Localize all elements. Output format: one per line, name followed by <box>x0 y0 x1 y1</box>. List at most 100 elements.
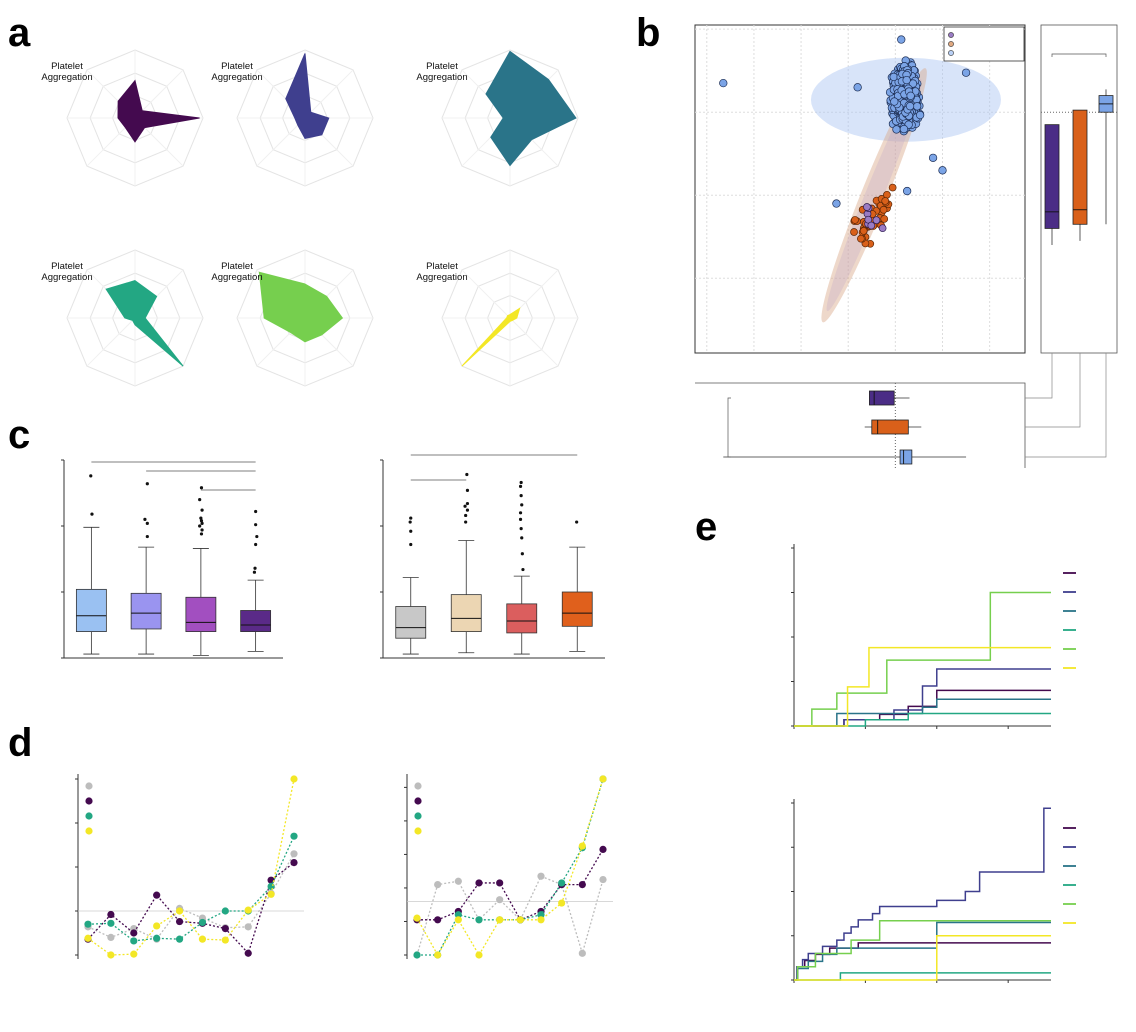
box-outlier <box>253 566 257 570</box>
box-outlier <box>90 512 94 516</box>
no-endpoint-outlier-point <box>938 166 947 175</box>
radar-1: Platelet Aggregation <box>41 49 204 187</box>
radar-spoke-5 <box>86 317 136 367</box>
ischemic-point <box>851 216 859 224</box>
box-outlier <box>408 520 412 524</box>
box-outlier <box>198 524 202 528</box>
risk-series-point <box>537 872 545 880</box>
radar-shape-cluster-5 <box>258 271 344 343</box>
box-outlier <box>255 534 259 539</box>
radar-3: Platelet Aggregation <box>416 49 579 187</box>
risk-series-point <box>413 951 421 959</box>
no-endpoint-point <box>890 97 899 106</box>
box-outlier <box>520 503 524 507</box>
pca-legend-marker <box>948 32 954 38</box>
radar-spoke-5 <box>256 117 306 167</box>
risk-series-point <box>244 923 252 931</box>
risk-series-point <box>558 879 566 887</box>
no-endpoint-outlier-point <box>897 35 906 44</box>
pca-panel <box>694 24 1118 468</box>
box-outlier <box>520 552 524 556</box>
risk-series-point <box>434 916 442 924</box>
ischemic-point <box>880 215 889 223</box>
risk-series-point <box>107 919 115 927</box>
box-body <box>561 591 593 627</box>
no-endpoint-outlier-point <box>832 199 841 208</box>
risk-plot-1 <box>75 774 304 959</box>
ischemic-point <box>859 227 868 235</box>
bleeding-point <box>867 221 876 230</box>
risk-series-point <box>434 951 442 959</box>
risk-series-point <box>578 949 586 957</box>
risk-series-point <box>454 877 462 885</box>
risk-legend-marker <box>85 797 93 805</box>
radar-shape-cluster-1 <box>117 79 200 143</box>
box-connector-line <box>1025 353 1053 399</box>
risk-legend-marker <box>85 782 93 790</box>
risk-series-point <box>558 899 566 907</box>
km-series-line <box>794 591 1051 727</box>
risk-series-point <box>175 935 184 943</box>
no-endpoint-point <box>892 125 901 134</box>
radar-shape-cluster-2 <box>285 53 330 139</box>
radar-shape-cluster-4 <box>105 280 184 367</box>
box-body <box>506 603 538 634</box>
bottom-pvalue-bracket <box>727 397 731 458</box>
risk-series-point <box>244 906 252 914</box>
risk-series-point <box>267 882 275 890</box>
box-outlier <box>575 520 579 524</box>
pca-legend-box <box>943 26 1025 62</box>
risk-series-point <box>107 933 115 942</box>
box-outlier <box>463 504 467 508</box>
risk-series-line <box>87 835 295 942</box>
box-outlier <box>521 567 525 572</box>
km-series-line <box>794 972 1051 981</box>
risk-series-line <box>87 862 295 955</box>
side-box <box>1072 109 1088 225</box>
risk-series-point <box>413 914 421 922</box>
risk-series-point <box>475 951 483 959</box>
boxplot-1 <box>61 459 283 659</box>
box-outlier <box>199 486 204 490</box>
risk-series-point <box>130 950 138 958</box>
box-outlier <box>519 480 523 485</box>
risk-series-point <box>454 916 462 924</box>
box-outlier <box>200 528 204 532</box>
box-outlier <box>518 517 523 522</box>
risk-series-point <box>537 916 545 924</box>
risk-series-point <box>599 775 607 783</box>
risk-series-point <box>496 916 504 924</box>
risk-legend-marker <box>414 812 422 820</box>
no-endpoint-point <box>915 110 925 120</box>
km-series-line <box>794 646 1051 727</box>
risk-legend-marker <box>414 797 422 805</box>
box-outlier <box>520 536 524 540</box>
box-outlier <box>409 516 413 520</box>
radar-axis-label: Platelet Aggregation <box>416 261 467 283</box>
risk-quantile-panel <box>75 774 613 959</box>
bottom-box <box>869 390 895 406</box>
box-body <box>240 610 272 632</box>
boxplot-2 <box>380 454 605 659</box>
ischemic-point <box>857 234 865 243</box>
radar-axis-label: Platelet Aggregation <box>211 61 262 83</box>
pca-legend-marker <box>948 50 954 56</box>
risk-series-point <box>599 845 607 854</box>
box-outlier <box>465 508 470 512</box>
radar-2: Platelet Aggregation <box>211 49 374 187</box>
km-series-line <box>794 668 1051 727</box>
risk-series-line <box>417 778 604 956</box>
risk-series-point <box>198 935 207 943</box>
risk-series-point <box>290 775 298 783</box>
radar-4: Platelet Aggregation <box>41 249 204 387</box>
radar-6: Platelet Aggregation <box>416 249 579 387</box>
risk-legend-marker <box>85 827 93 835</box>
risk-series-point <box>130 937 138 945</box>
box-outlier <box>198 498 202 502</box>
radar-spoke-7 <box>461 269 511 319</box>
risk-series-point <box>175 907 184 915</box>
ischemic-point <box>850 228 858 236</box>
risk-series-point <box>130 929 138 937</box>
box-outlier <box>465 488 470 492</box>
risk-series-point <box>454 911 462 919</box>
